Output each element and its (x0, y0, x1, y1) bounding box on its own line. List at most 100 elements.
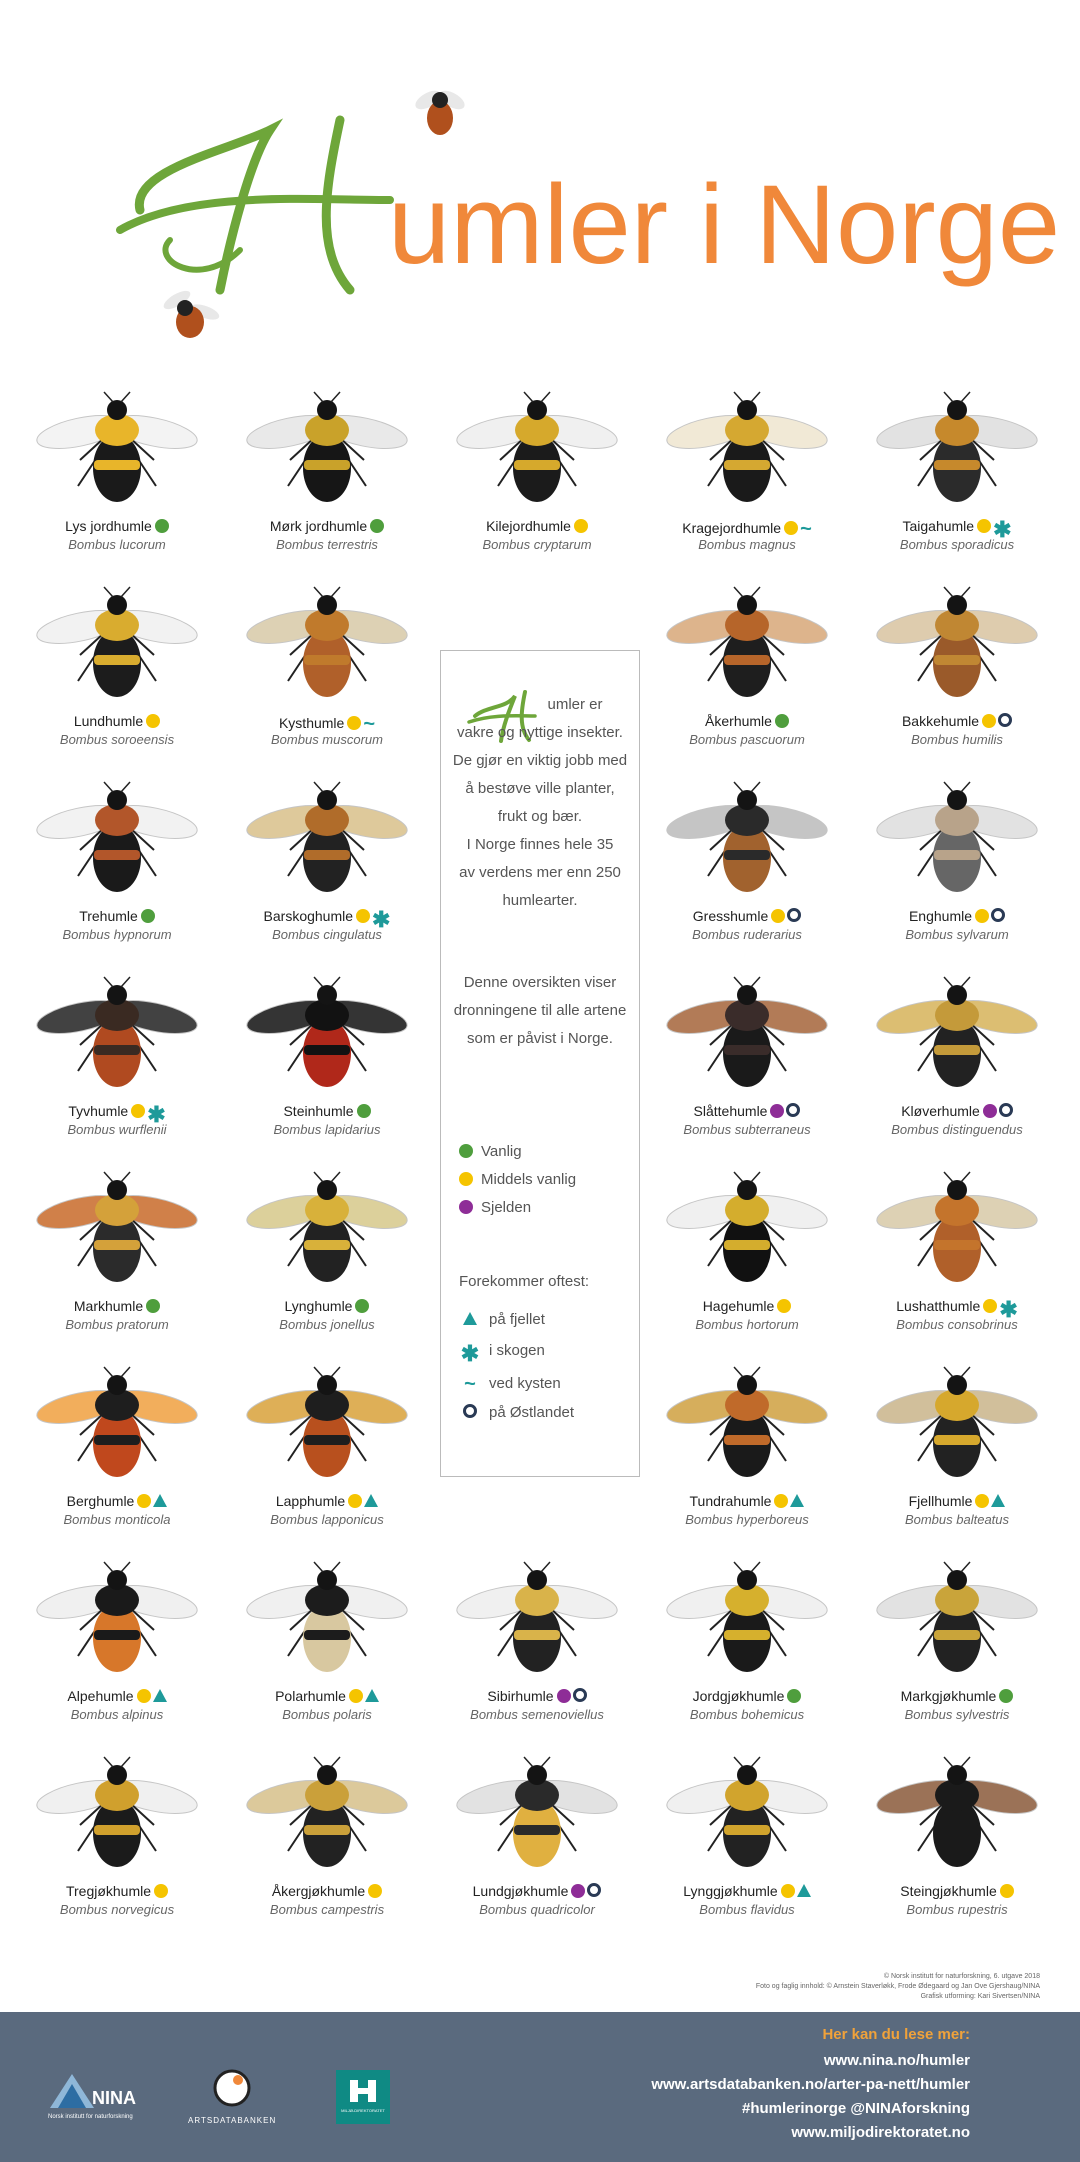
ostlandet-ring-icon (998, 713, 1013, 727)
bee-name-label: Lys jordhumle (65, 518, 152, 534)
frequency-dot-icon (982, 1104, 997, 1118)
frequency-dot-icon (999, 1884, 1014, 1898)
occurrence-row: ✱ i skogen (459, 1342, 545, 1365)
nina-logo[interactable]: NINA Norsk institutt for naturforskning (48, 2072, 158, 2132)
credits: © Norsk institutt for naturforskning, 6.… (756, 1972, 1040, 2002)
intro-line: vakre og nyttige insekter. (457, 724, 623, 741)
bee-latin-name: Bombus alpinus (70, 1707, 164, 1722)
bee-name: Tundrahumle (642, 1493, 852, 1509)
title-area: umler i Norge (0, 0, 1080, 380)
frequency-dot-icon (983, 1299, 998, 1313)
bee-image (36, 1366, 198, 1477)
link-miljodirektoratet[interactable]: www.miljodirektoratet.no (791, 2124, 970, 2141)
bee-image (876, 1171, 1038, 1282)
artsdatabanken-logo[interactable]: ARTSDATABANKEN (188, 2068, 278, 2138)
bee-card: Taigahumle ✱ Bombus sporadicus (852, 390, 1062, 580)
bee-name: Barskoghumle ✱ (222, 908, 432, 931)
bee-latin-name: Bombus sporadicus (899, 537, 1015, 552)
bee-name-label: Lapphumle (275, 1493, 346, 1509)
bee-name-label: Polarhumle (275, 1688, 346, 1704)
legend-row-rare: Sjelden (459, 1199, 531, 1216)
frequency-dot-icon (154, 1884, 169, 1898)
bee-latin-name: Bombus lapponicus (270, 1512, 384, 1527)
nina-name: NINA (92, 2088, 136, 2108)
bee-name: Trehumle (12, 908, 222, 924)
bee-card: Berghumle Bombus monticola (12, 1365, 222, 1555)
bee-name-label: Markgjøkhumle (900, 1688, 997, 1704)
bee-name-label: Steingjøkhumle (900, 1883, 997, 1899)
bee-name: Berghumle (12, 1493, 222, 1509)
bee-name-label: Lynghumle (284, 1298, 353, 1314)
intro-line: å bestøve ville planter, (465, 780, 615, 797)
bee-name: Kløverhumle (852, 1103, 1062, 1119)
bee-card: Mørk jordhumle Bombus terrestris (222, 390, 432, 580)
ostlandet-ring-icon (998, 1103, 1013, 1117)
bee-card: Enghumle Bombus sylvarum (852, 780, 1062, 970)
bee-name-label: Hagehumle (702, 1298, 775, 1314)
legend-label: ved kysten (489, 1375, 561, 1392)
bee-latin-name: Bombus flavidus (699, 1902, 795, 1917)
bee-name: Jordgjøkhumle (642, 1688, 852, 1704)
link-nina[interactable]: www.nina.no/humler (823, 2052, 970, 2069)
bee-latin-name: Bombus sylvarum (905, 927, 1009, 942)
mountain-triangle-icon (796, 1884, 811, 1897)
bee-name-label: Berghumle (66, 1493, 135, 1509)
intro-line: I Norge finnes hele 35 (466, 836, 614, 853)
social-hashtags[interactable]: #humlerinorge @NINAforskning (742, 2100, 970, 2117)
bee-name: Lynghumle (222, 1298, 432, 1314)
forest-star-icon: ✱ (460, 1341, 480, 1366)
bee-card: Kilejordhumle Bombus cryptarum (432, 390, 642, 580)
bee-name-label: Jordgjøkhumle (692, 1688, 785, 1704)
artsdatabanken-circle-icon (213, 2069, 251, 2107)
bee-card: Kysthumle ~ Bombus muscorum (222, 585, 432, 775)
bee-name: Lundhumle (12, 713, 222, 729)
bee-name-label: Markhumle (73, 1298, 144, 1314)
bee-card: Hagehumle Bombus hortorum (642, 1170, 852, 1360)
bee-latin-name: Bombus lapidarius (273, 1122, 381, 1137)
bee-name-label: Lushatthumle (896, 1298, 981, 1314)
script-h-small-logo (467, 690, 537, 743)
bee-name: Åkerhumle (642, 713, 852, 729)
bee-name: Slåttehumle (642, 1103, 852, 1119)
bee-latin-name: Bombus quadricolor (479, 1902, 595, 1917)
bee-latin-name: Bombus distinguendus (891, 1122, 1023, 1137)
bee-latin-name: Bombus semenoviellus (470, 1707, 604, 1722)
frequency-dot-icon (136, 1689, 151, 1703)
bee-card: Markgjøkhumle Bombus sylvestris (852, 1560, 1062, 1750)
frequency-dot-icon (348, 1494, 363, 1508)
frequency-dot-icon (355, 1299, 370, 1313)
bee-name-label: Slåttehumle (693, 1103, 768, 1119)
bee-image (246, 976, 408, 1087)
bee-latin-name: Bombus humilis (911, 732, 1003, 747)
bee-name: Fjellhumle (852, 1493, 1062, 1509)
miljodirektoratet-logo[interactable]: MILJØ-DIREKTORATET (336, 2070, 390, 2124)
bee-card: Fjellhumle Bombus balteatus (852, 1365, 1062, 1555)
bee-image (666, 1366, 828, 1477)
frequency-dot-icon (146, 1299, 161, 1313)
frequency-dot-icon (459, 1172, 473, 1186)
legend-label: Sjelden (481, 1199, 532, 1216)
bee-card: Åkerhumle Bombus pascuorum (642, 585, 852, 775)
legend-label: Middels vanlig (481, 1171, 577, 1188)
bee-card: Kløverhumle Bombus distinguendus (852, 975, 1062, 1165)
artsdatabanken-name: ARTSDATABANKEN (188, 2116, 277, 2125)
bee-name: Markhumle (12, 1298, 222, 1314)
legend-label: på Østlandet (489, 1404, 575, 1421)
script-h-logo (116, 115, 394, 295)
intro-line: av verdens mer enn 250 (459, 864, 621, 881)
bee-name: Kysthumle ~ (222, 713, 432, 736)
bee-card: Steinhumle Bombus lapidarius (222, 975, 432, 1165)
frequency-dot-icon (459, 1200, 473, 1214)
intro-line: De gjør en viktig jobb med (452, 752, 628, 769)
bee-card: Alpehumle Bombus alpinus (12, 1560, 222, 1750)
link-artsdatabanken[interactable]: www.artsdatabanken.no/arter-pa-nett/huml… (651, 2076, 970, 2093)
frequency-dot-icon (771, 909, 786, 923)
bee-card: Barskoghumle ✱ Bombus cingulatus (222, 780, 432, 970)
bee-card: Lys jordhumle Bombus lucorum (12, 390, 222, 580)
frequency-dot-icon (780, 1884, 795, 1898)
ostlandet-ring-icon (787, 908, 802, 922)
bee-latin-name: Bombus consobrinus (896, 1317, 1018, 1332)
frequency-dot-icon (556, 1689, 571, 1703)
frequency-dot-icon (787, 1689, 802, 1703)
bee-latin-name: Bombus cingulatus (272, 927, 382, 942)
